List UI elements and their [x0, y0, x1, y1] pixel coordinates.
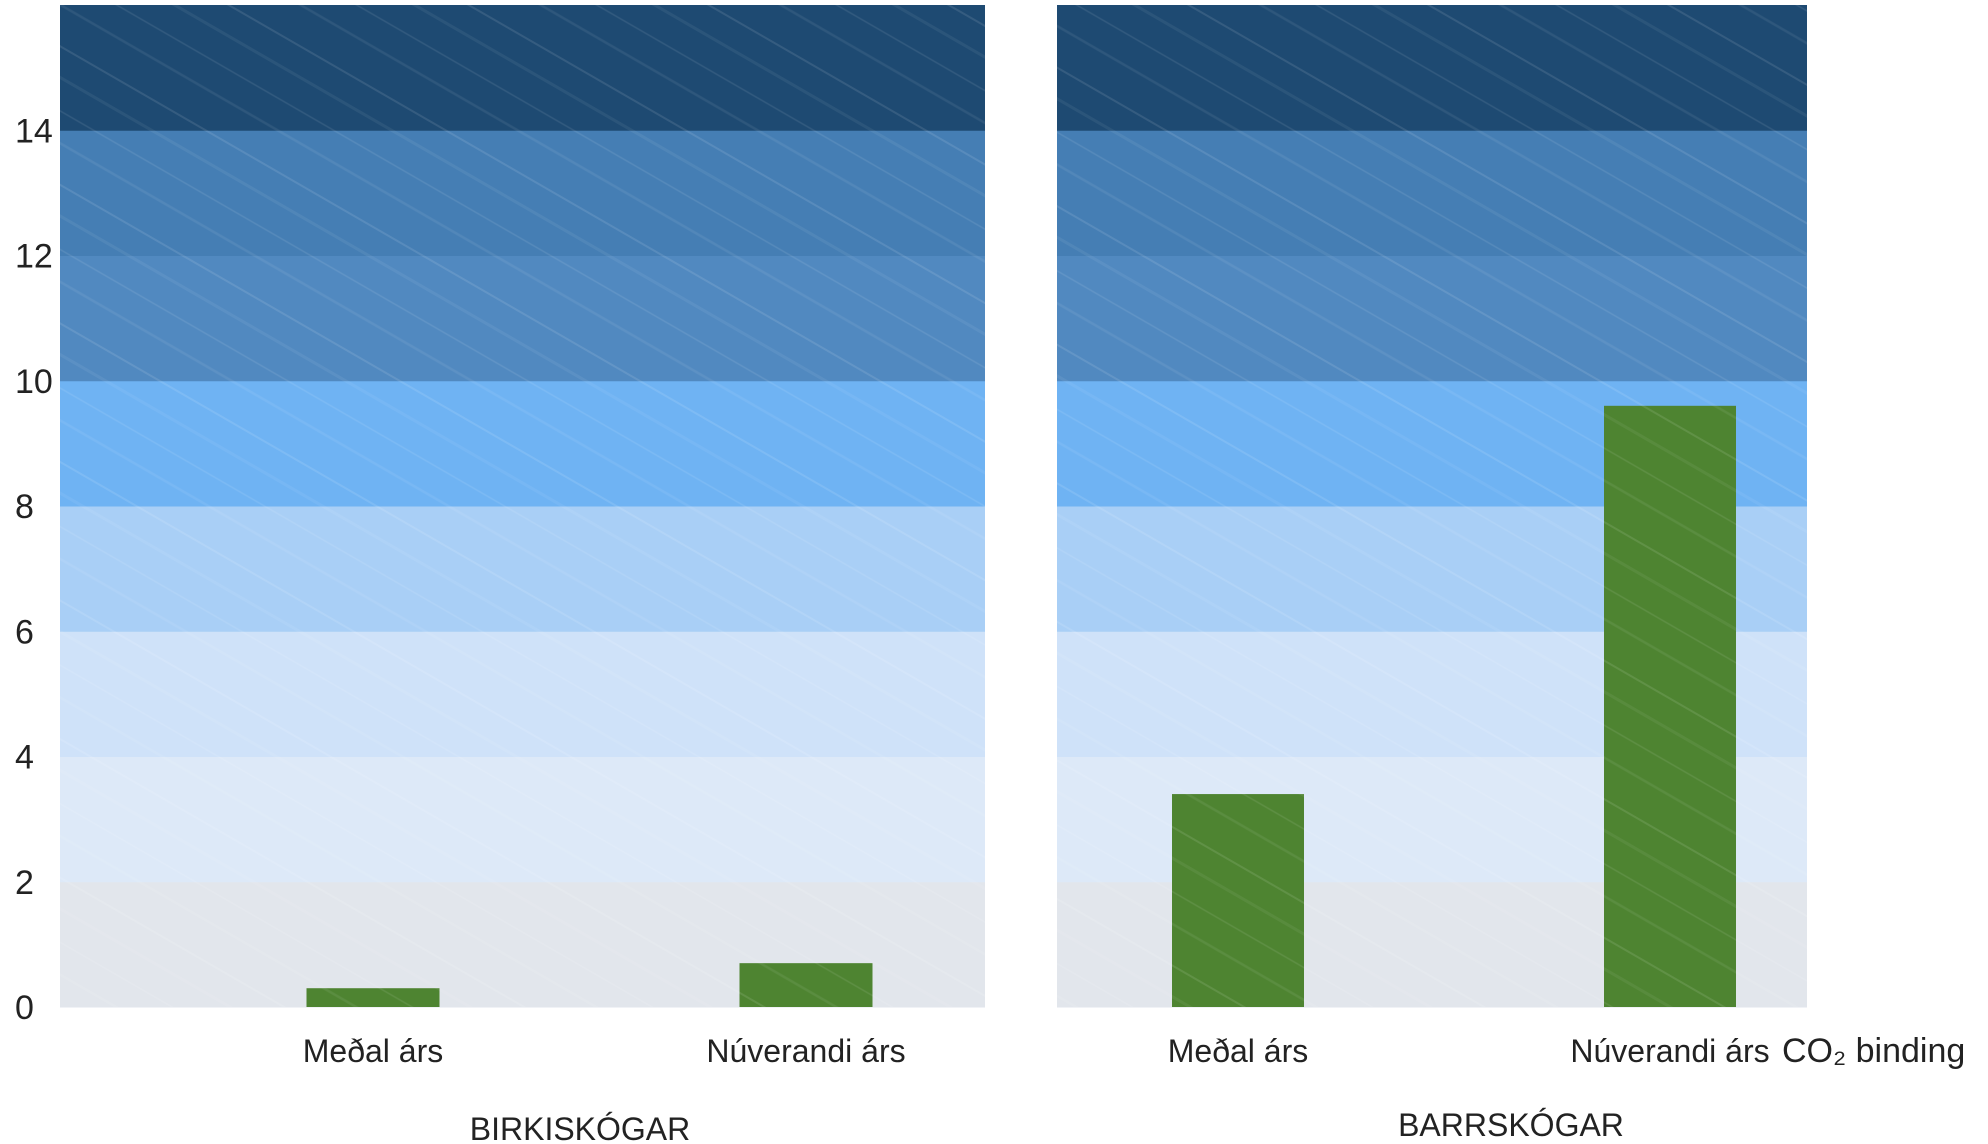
- category-label: Meðal árs: [303, 1033, 444, 1069]
- chart-panel: Meðal árs Núverandi árs BARRSKÓGAR: [1057, 5, 1807, 1143]
- category-label: Núverandi árs: [706, 1033, 905, 1069]
- bar-texture: [1172, 794, 1304, 1007]
- y-axis: 0 2 4 6 8 10 12 14: [15, 112, 53, 1027]
- y-tick-label: 10: [15, 363, 53, 401]
- bar-texture: [306, 988, 440, 1007]
- bar-texture: [739, 963, 873, 1007]
- y-tick-label: 14: [15, 112, 53, 150]
- y-tick-label: 0: [15, 989, 34, 1027]
- category-label: Meðal árs: [1168, 1033, 1309, 1069]
- texture-overlay: [60, 5, 985, 1007]
- y-tick-label: 4: [15, 739, 34, 777]
- group-label: BARRSKÓGAR: [1398, 1107, 1624, 1143]
- y-tick-label: 6: [15, 613, 34, 651]
- bar-texture: [1604, 405, 1736, 1007]
- y-tick-label: 12: [15, 238, 53, 276]
- chart-panel: Meðal árs Núverandi árs BIRKISKÓGAR: [60, 5, 985, 1144]
- group-label: BIRKISKÓGAR: [470, 1111, 691, 1144]
- series-label: CO₂ binding: [1782, 1032, 1965, 1070]
- category-label: Núverandi árs: [1570, 1033, 1769, 1069]
- y-tick-label: 8: [15, 488, 34, 526]
- y-tick-label: 2: [15, 864, 34, 902]
